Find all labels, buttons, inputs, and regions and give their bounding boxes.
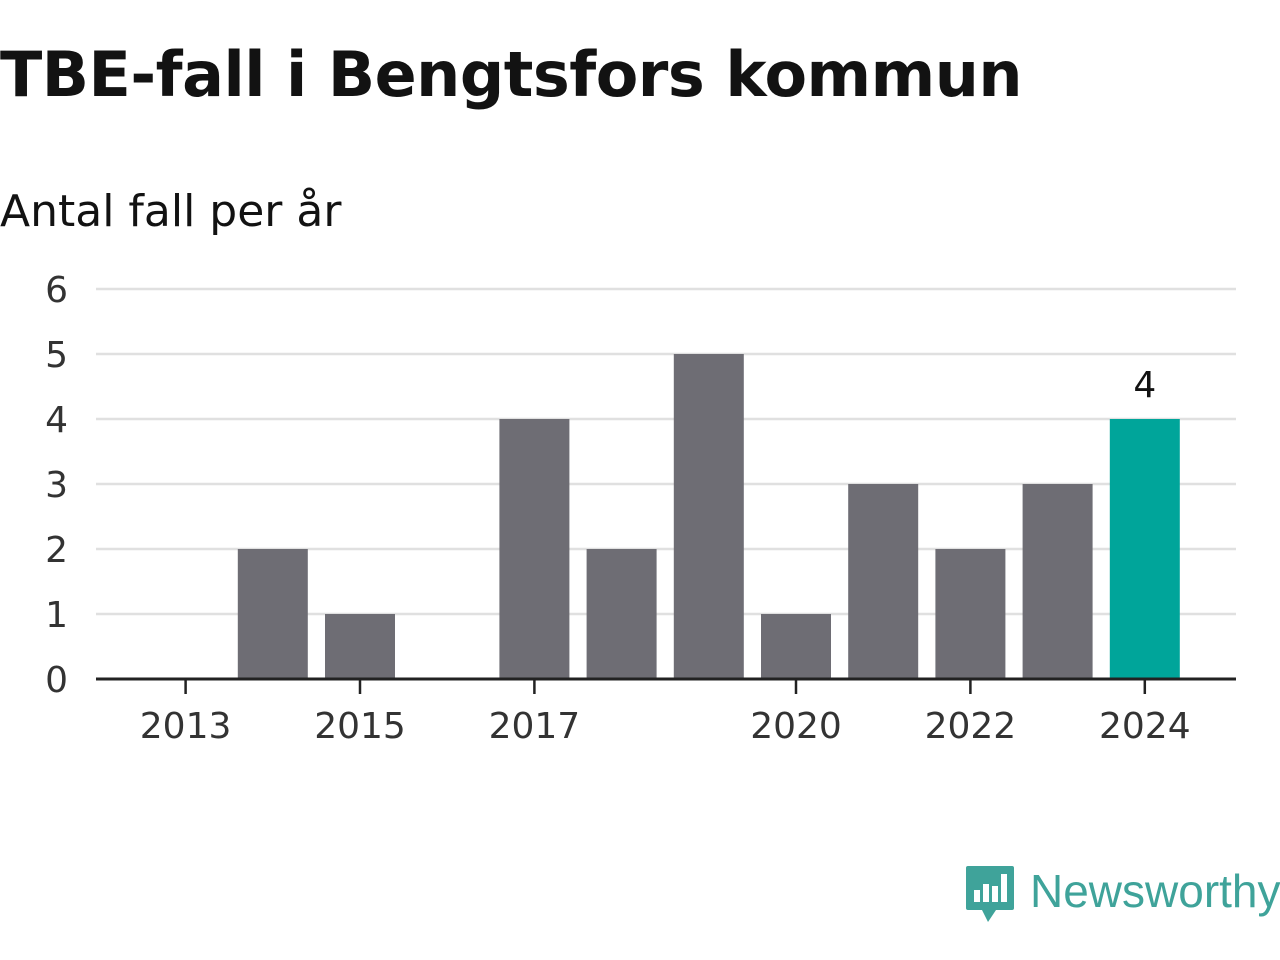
y-tick-label: 2 [45,530,68,571]
logo-bar-1 [974,890,980,902]
bar-2017 [499,419,570,679]
y-tick-label: 3 [45,465,68,506]
x-tick-label: 2013 [140,706,232,747]
newsworthy-logo-icon [966,866,1014,922]
x-tick-label: 2020 [750,706,842,747]
bar-2018 [586,549,657,679]
bar-2019 [673,354,744,679]
bar-2022 [935,549,1006,679]
bar-2014 [237,549,308,679]
bars [237,354,1180,679]
logo-bar-4 [1001,874,1007,902]
brand-name: Newsworthy [1030,865,1280,917]
y-tick-label: 1 [45,595,68,636]
logo-bar-2 [983,884,989,902]
x-tick-label: 2015 [314,706,406,747]
bar-2023 [1022,484,1093,679]
bar-2024 [1109,419,1180,679]
labels: 0 1 2 3 4 5 6 2013 2015 2017 2020 2022 2024 4 [45,270,1191,747]
bar-2021 [848,484,919,679]
chart-title: TBE-fall i Bengtsfors kommun [0,38,1023,111]
x-tick-label: 2022 [925,706,1017,747]
newsworthy-brand: Newsworthy [964,864,1280,928]
chart-subtitle: Antal fall per år [0,186,342,237]
y-tick-label: 4 [45,400,68,441]
y-tick-label: 6 [45,270,68,311]
bar-2015 [325,614,395,679]
logo-bar-3 [992,886,998,902]
bar-2020 [761,614,831,679]
x-tick-label: 2024 [1099,706,1191,747]
y-tick-label: 5 [45,335,68,376]
x-tick-label: 2017 [489,706,581,747]
y-tick-label: 0 [45,660,68,701]
data-label-2024: 4 [1133,365,1156,406]
x-axis [96,677,1236,694]
